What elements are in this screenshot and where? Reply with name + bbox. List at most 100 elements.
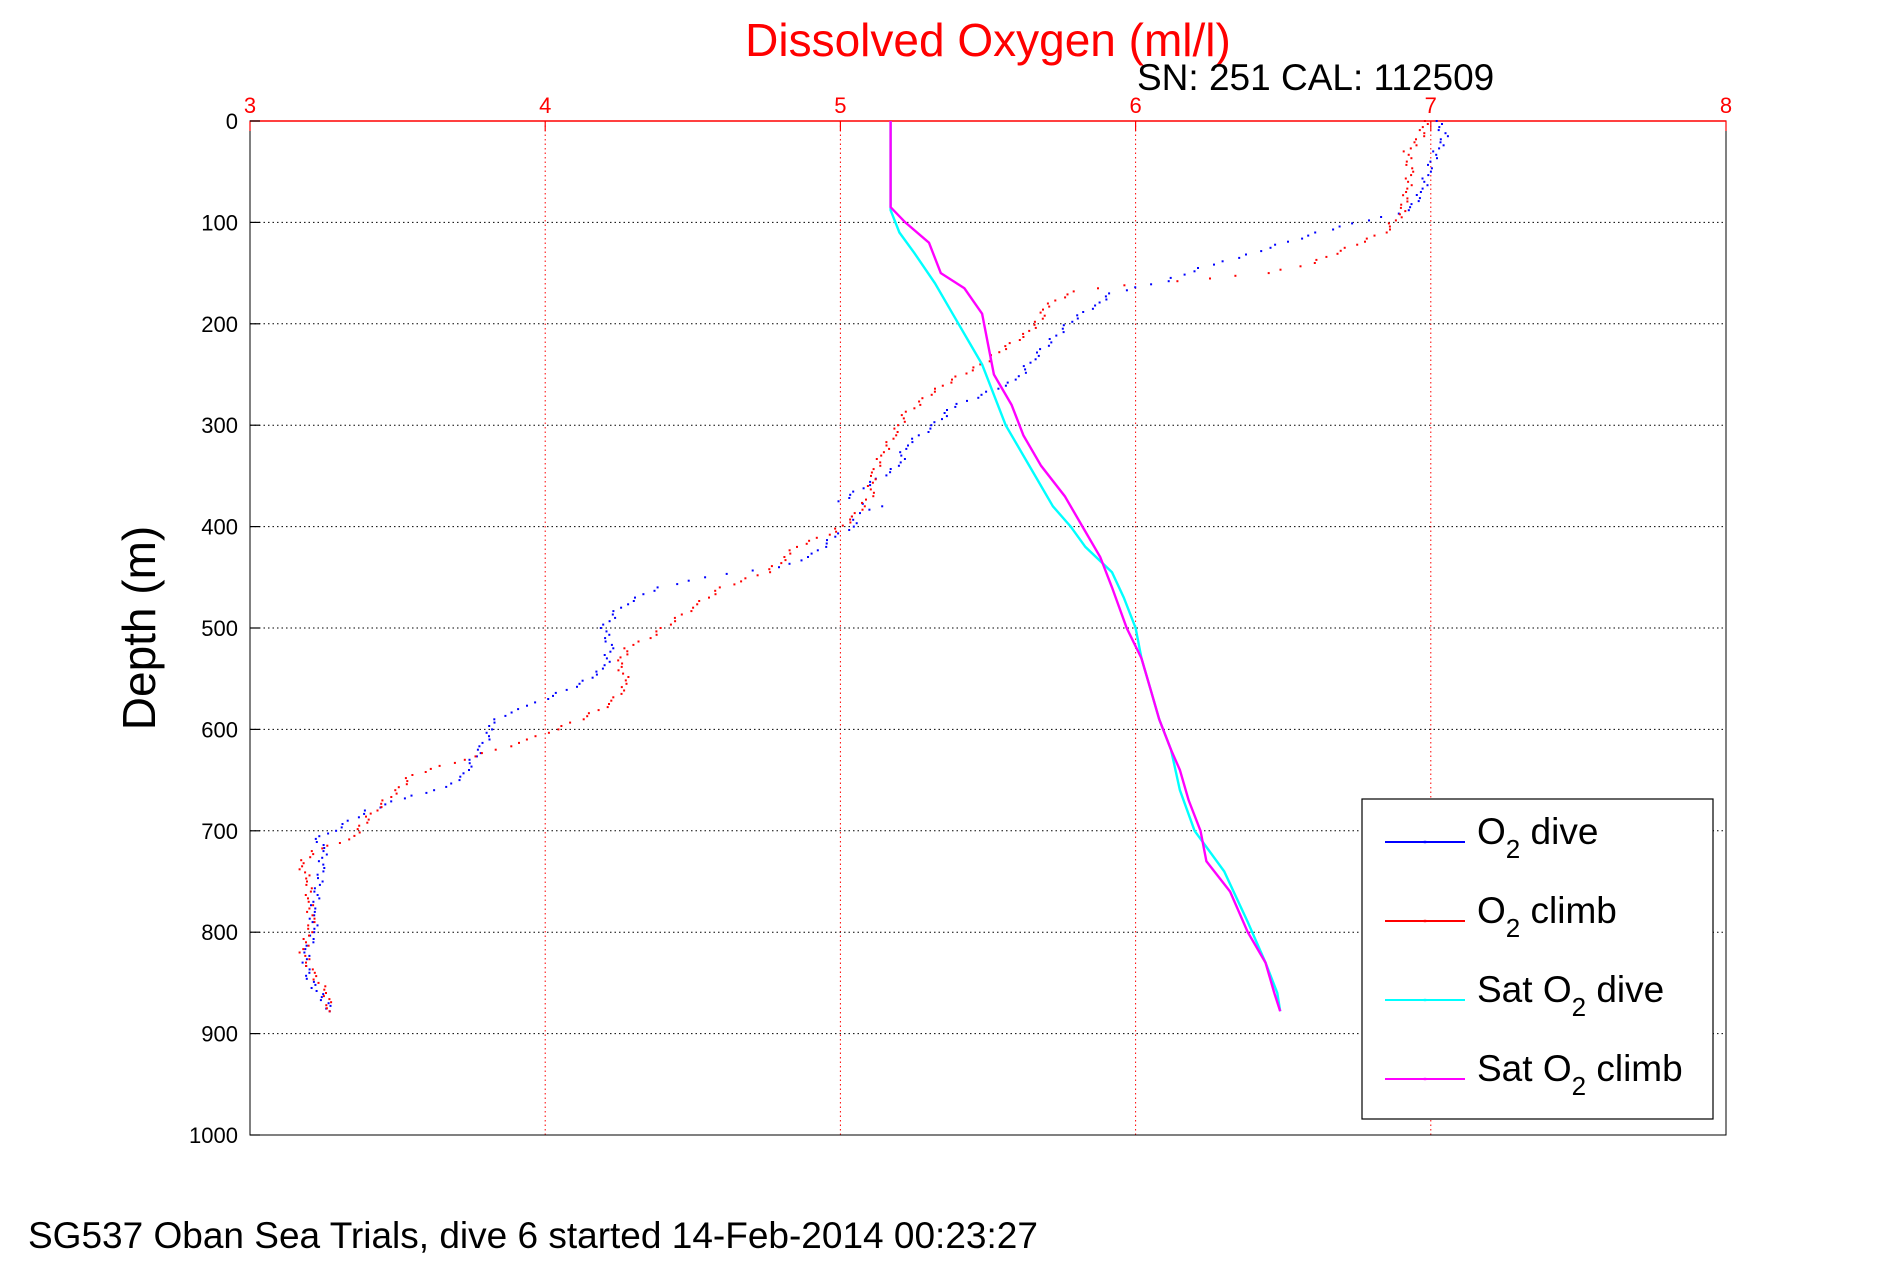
data-point xyxy=(406,780,409,783)
data-point xyxy=(307,900,310,903)
data-point xyxy=(835,530,838,533)
data-point xyxy=(429,767,432,770)
data-point xyxy=(837,532,840,535)
data-point xyxy=(930,424,933,427)
data-point xyxy=(612,647,615,650)
data-point xyxy=(313,971,316,974)
data-point xyxy=(1036,351,1038,354)
data-point xyxy=(1123,284,1126,287)
data-point xyxy=(310,987,313,989)
data-point xyxy=(852,525,855,528)
data-point xyxy=(305,958,308,961)
data-point xyxy=(380,806,383,809)
data-point xyxy=(1413,141,1416,144)
data-point xyxy=(330,1001,333,1004)
data-point xyxy=(870,471,873,474)
data-point xyxy=(1050,341,1053,344)
data-point xyxy=(301,865,304,868)
data-point xyxy=(852,490,855,493)
data-point xyxy=(849,493,852,496)
data-point xyxy=(325,992,327,994)
data-point xyxy=(1061,327,1064,330)
data-point xyxy=(1343,246,1346,249)
data-point xyxy=(1082,311,1085,313)
data-point xyxy=(380,802,383,805)
x-tick-label: 4 xyxy=(539,93,551,118)
data-point xyxy=(1418,129,1421,132)
data-point xyxy=(985,390,988,393)
data-point xyxy=(1008,342,1011,345)
data-point xyxy=(597,709,600,712)
data-point xyxy=(1091,307,1094,310)
data-point xyxy=(826,539,828,542)
data-point xyxy=(1400,203,1403,206)
data-point xyxy=(1064,296,1067,299)
data-point xyxy=(1444,132,1447,135)
data-point xyxy=(897,424,900,427)
data-point xyxy=(403,797,406,800)
data-point xyxy=(669,623,672,626)
data-point xyxy=(751,569,754,572)
legend-entry: O2 dive xyxy=(1385,811,1598,864)
series-layer xyxy=(298,120,1449,1013)
data-point xyxy=(494,748,497,751)
data-point xyxy=(1221,260,1224,263)
data-point xyxy=(316,924,319,927)
data-point xyxy=(614,616,617,619)
data-point xyxy=(965,372,968,375)
data-point xyxy=(1018,339,1021,341)
data-point xyxy=(307,924,310,927)
data-point xyxy=(872,495,875,498)
y-tick-label: 600 xyxy=(201,717,238,742)
data-point xyxy=(768,568,771,571)
data-point xyxy=(872,491,875,494)
data-point xyxy=(1046,302,1049,305)
data-point xyxy=(770,565,773,568)
data-point xyxy=(1397,212,1400,215)
data-point xyxy=(1406,197,1409,200)
data-point xyxy=(634,596,636,599)
data-point xyxy=(998,351,1001,354)
data-point xyxy=(367,818,370,821)
data-point xyxy=(433,789,436,792)
data-point xyxy=(1238,256,1241,259)
data-point xyxy=(557,728,560,731)
data-point xyxy=(869,484,872,487)
data-point xyxy=(560,725,563,727)
legend-label-rest: dive xyxy=(1520,811,1598,852)
data-point xyxy=(1048,338,1051,340)
data-point xyxy=(320,996,323,999)
series-sat-o2-dive xyxy=(889,121,1282,1012)
data-point xyxy=(1105,298,1108,301)
data-point xyxy=(481,741,484,744)
data-point xyxy=(789,552,792,555)
data-point xyxy=(941,384,944,387)
data-point xyxy=(1287,240,1289,243)
data-point xyxy=(1332,228,1335,231)
data-point xyxy=(863,505,866,508)
data-point xyxy=(308,874,311,877)
x-tick-label: 3 xyxy=(244,93,256,118)
data-point xyxy=(808,539,811,542)
y-tick-label: 900 xyxy=(201,1022,238,1047)
data-point xyxy=(313,927,316,930)
data-point xyxy=(865,498,867,501)
x-tick-label: 7 xyxy=(1425,93,1437,118)
data-point xyxy=(828,533,831,536)
data-point xyxy=(599,627,602,629)
data-point xyxy=(1365,237,1368,240)
data-point xyxy=(620,686,623,689)
data-point xyxy=(1034,326,1037,329)
data-point xyxy=(1072,290,1075,293)
data-point xyxy=(807,556,809,558)
data-point xyxy=(1033,323,1036,326)
data-point xyxy=(900,454,903,457)
data-point xyxy=(881,505,884,508)
data-point xyxy=(619,656,622,659)
data-point xyxy=(308,971,311,974)
data-point xyxy=(488,738,491,741)
data-point xyxy=(462,772,465,775)
data-point xyxy=(1407,209,1410,212)
data-point xyxy=(725,572,728,575)
data-point xyxy=(903,420,906,423)
